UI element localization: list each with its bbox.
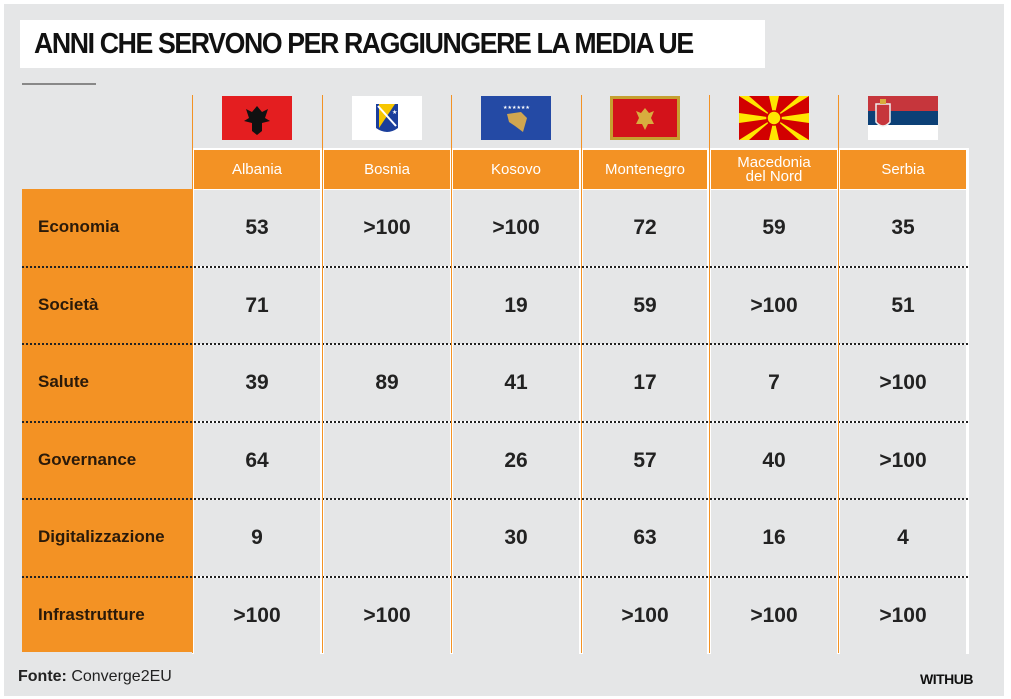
kosovo-flag-icon: ★★★★★★ [481, 96, 551, 140]
column-divider [322, 95, 323, 653]
column-divider [838, 95, 839, 653]
row-separator [22, 421, 968, 423]
table-cell: >100 [840, 423, 966, 499]
table-cell: >100 [711, 268, 837, 344]
column-header: Albania [194, 150, 320, 189]
column-header-label: Bosnia [364, 160, 410, 178]
source-name: Converge2EU [71, 668, 172, 685]
row-label: Digitalizzazione [38, 527, 165, 546]
table-cell [453, 578, 579, 654]
table-cell: 30 [453, 500, 579, 576]
table-cell: 72 [583, 190, 707, 266]
source-note: Fonte: Converge2EU [18, 668, 172, 686]
table-cell: 40 [711, 423, 837, 499]
table-cell: 16 [711, 500, 837, 576]
table-cell: 26 [453, 423, 579, 499]
table-cell: >100 [194, 578, 320, 654]
table-cell [324, 423, 450, 499]
table-cell: 71 [194, 268, 320, 344]
albania-flag-icon [222, 96, 292, 140]
row-label: Società [38, 295, 99, 314]
table-cell: 53 [194, 190, 320, 266]
row-separator [22, 343, 968, 345]
table-cell: 64 [194, 423, 320, 499]
column-divider [709, 95, 710, 653]
table-cell: >100 [324, 190, 450, 266]
column-header-label: del Nord [745, 167, 803, 185]
table-cell: 89 [324, 345, 450, 421]
table-cell: 59 [711, 190, 837, 266]
bosnia-flag-icon: ★★★ [352, 96, 422, 140]
table-frame [192, 148, 969, 654]
table-cell: 51 [840, 268, 966, 344]
row-label: Infrastrutture [38, 605, 145, 624]
table-cell: >100 [711, 578, 837, 654]
column-divider [581, 95, 582, 653]
column-header-label: Albania [231, 160, 283, 178]
table-cell: 19 [453, 268, 579, 344]
row-separator [22, 266, 968, 268]
table-cell: 4 [840, 500, 966, 576]
table-cell: >100 [840, 345, 966, 421]
column-header: Serbia [840, 150, 966, 189]
column-header: Bosnia [324, 150, 450, 189]
table-cell: 63 [583, 500, 707, 576]
column-divider [451, 95, 452, 653]
table-cell: 41 [453, 345, 579, 421]
table-cell: >100 [583, 578, 707, 654]
column-header-label: Serbia [881, 160, 925, 178]
row-separator [22, 576, 968, 578]
row-separator [22, 498, 968, 500]
source-label: Fonte: [18, 668, 67, 685]
row-label: Governance [38, 450, 137, 469]
table-cell: 9 [194, 500, 320, 576]
column-header: Macedonia del Nord [711, 150, 837, 189]
table-cell: 35 [840, 190, 966, 266]
table-cell: 57 [583, 423, 707, 499]
column-header: Kosovo [453, 150, 579, 189]
title-box: ANNI CHE SERVONO PER RAGGIUNGERE LA MEDI… [20, 20, 765, 68]
serbia-flag-icon [868, 96, 938, 140]
table-cell: 17 [583, 345, 707, 421]
divider [22, 83, 96, 85]
table-cell: >100 [840, 578, 966, 654]
table-cell: 7 [711, 345, 837, 421]
column-header: Montenegro [583, 150, 707, 189]
column-divider [192, 95, 193, 653]
row-label: Salute [38, 372, 90, 391]
row-label: Economia [38, 217, 120, 236]
north-macedonia-flag-icon [739, 96, 809, 140]
column-header-label: Montenegro [604, 160, 686, 178]
montenegro-flag-icon [610, 96, 680, 140]
table-cell: 39 [194, 345, 320, 421]
table-cell: >100 [324, 578, 450, 654]
svg-text:★★★: ★★★ [392, 109, 408, 116]
table-cell: >100 [453, 190, 579, 266]
column-header-label: Macedonia [737, 153, 811, 171]
table-cell [324, 268, 450, 344]
svg-text:★★★★★★: ★★★★★★ [503, 105, 530, 111]
page-title: ANNI CHE SERVONO PER RAGGIUNGERE LA MEDI… [34, 28, 694, 60]
column-header-label: Kosovo [490, 160, 542, 178]
table-cell [324, 500, 450, 576]
brand-logo: WITHUB [920, 671, 974, 687]
table-cell: 59 [583, 268, 707, 344]
